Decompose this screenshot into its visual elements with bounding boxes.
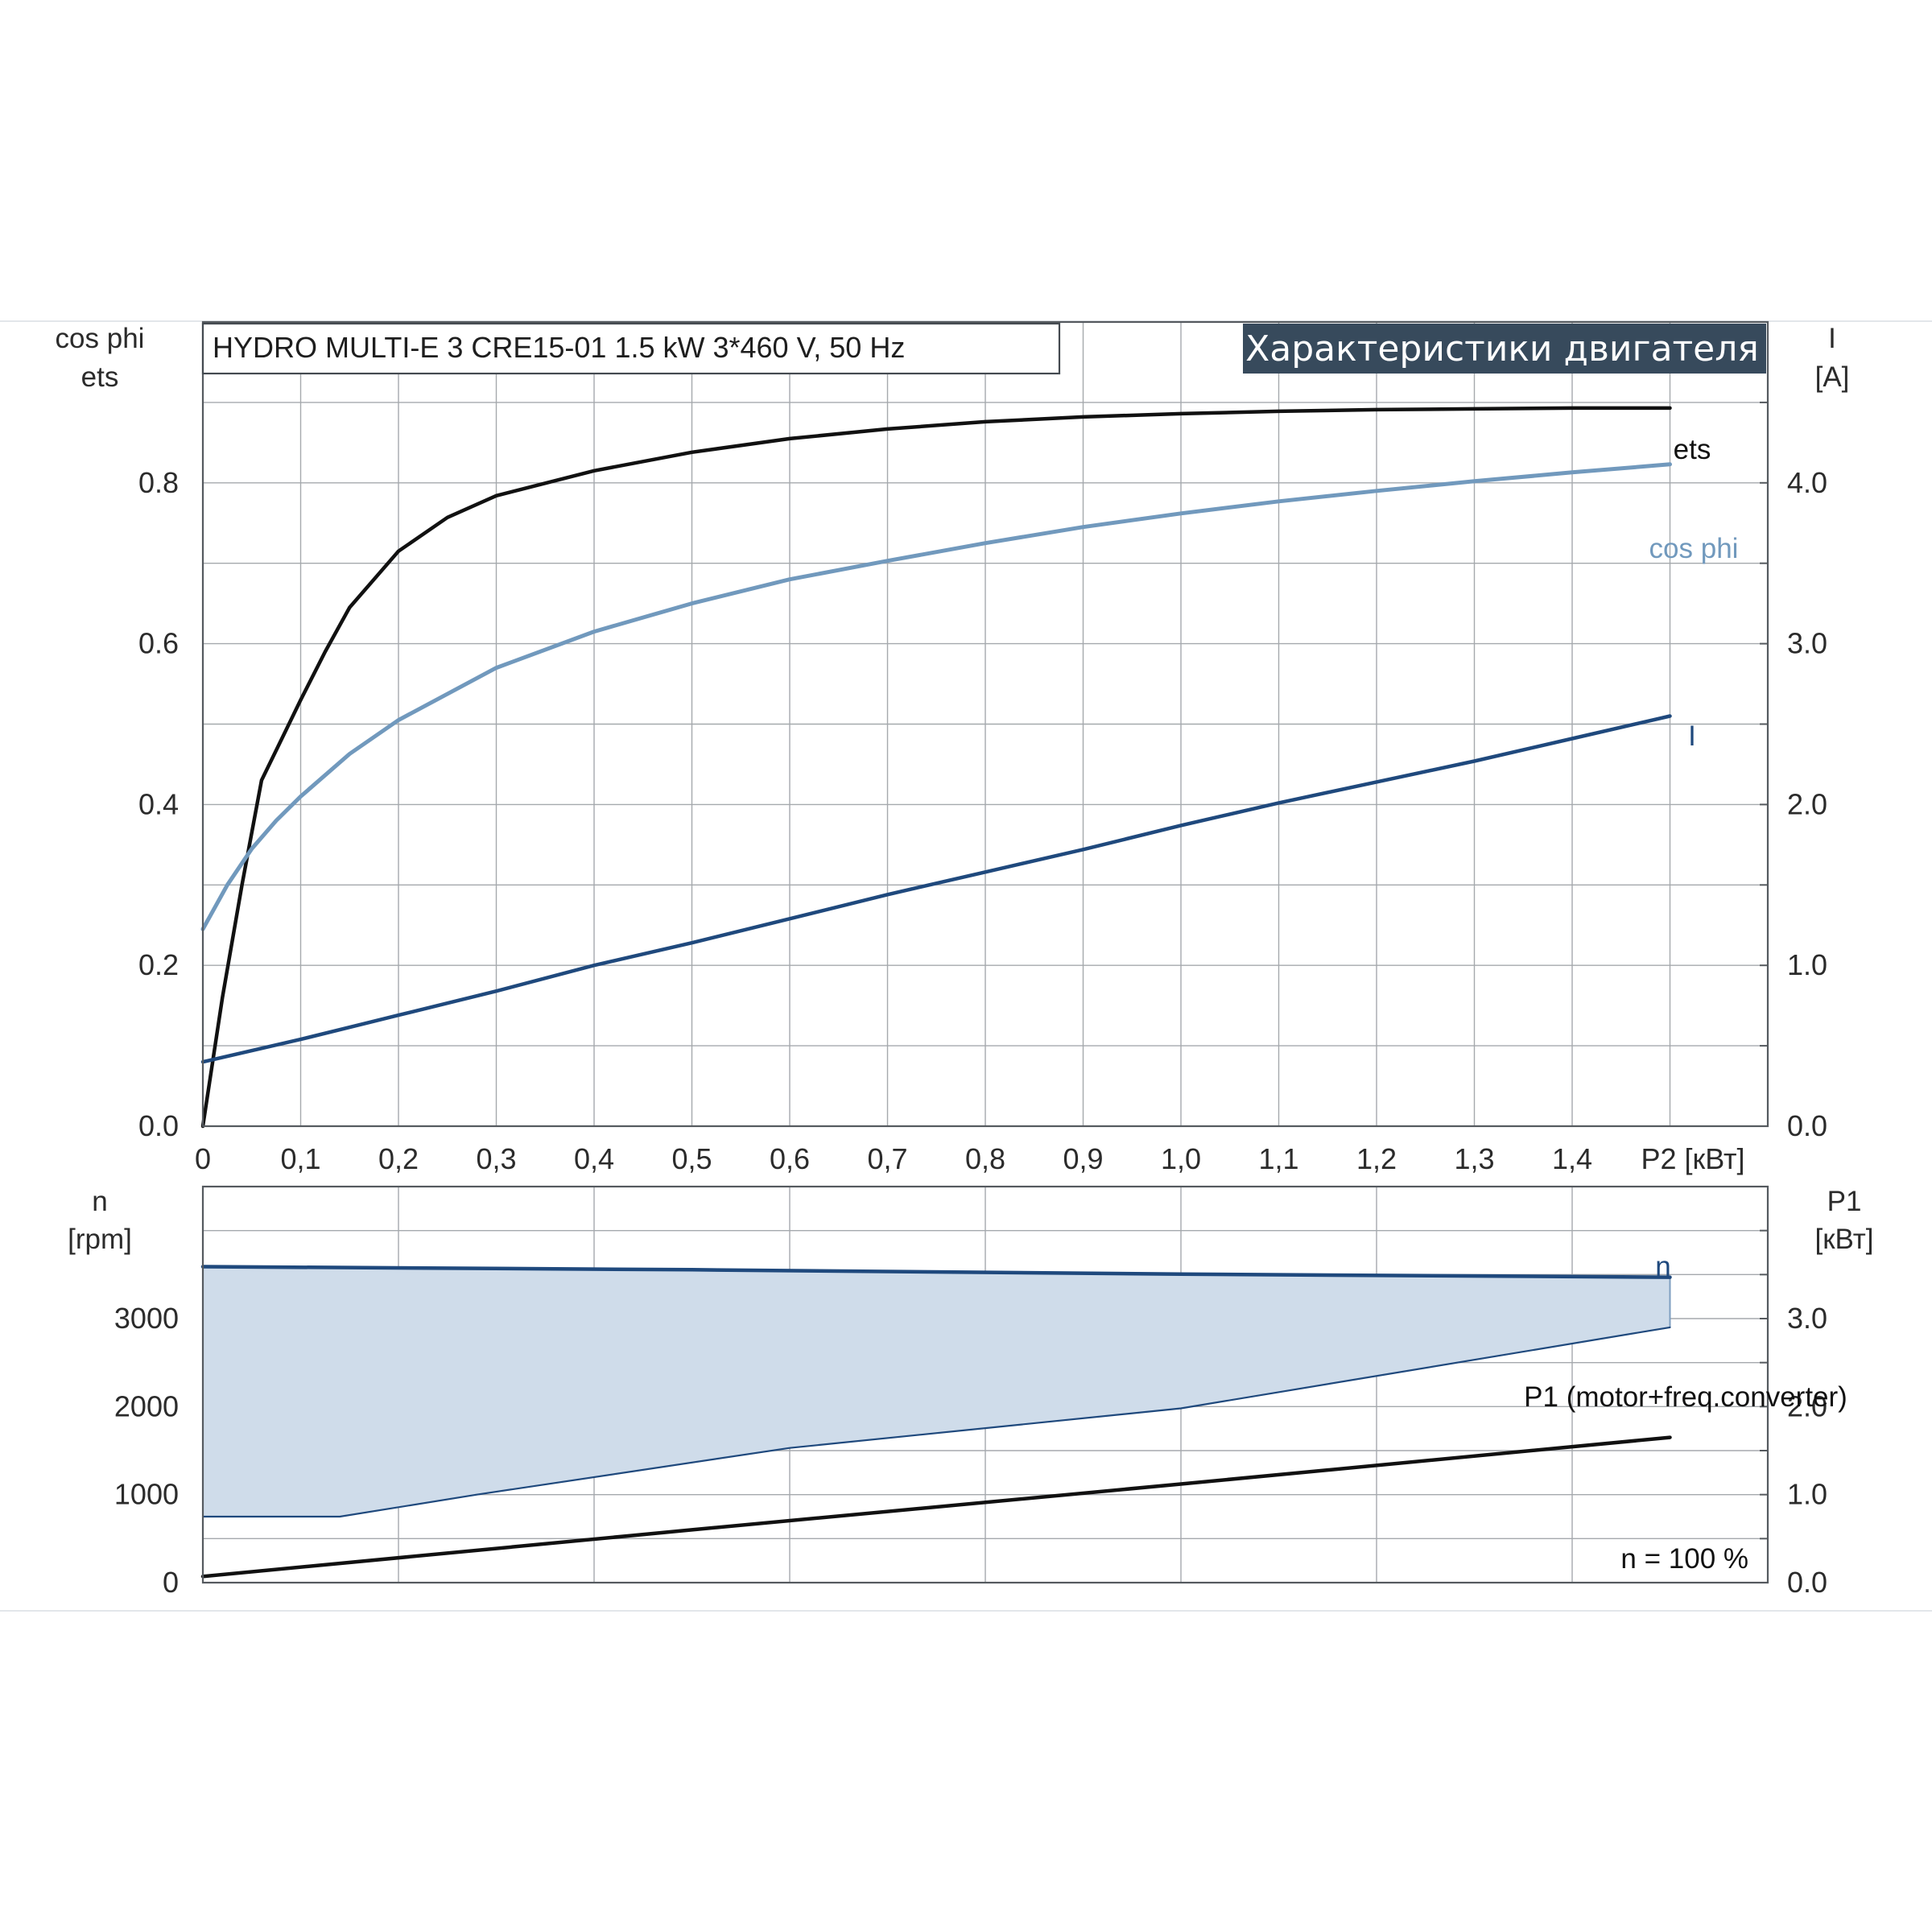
top-left-y-tick-labels: 0.0 0.2 0.4 0.6 0.8: [138, 466, 179, 1142]
title-box: [1243, 324, 1766, 374]
series-label-current: I: [1688, 720, 1696, 752]
bottom-right-axis-title-unit: [кВт]: [1815, 1224, 1874, 1255]
speed-annotation: n = 100 %: [1620, 1543, 1748, 1575]
bottom-left-y-tick-label: 1000: [114, 1478, 179, 1511]
bottom-left-y-tick-label: 3000: [114, 1302, 179, 1335]
top-x-tick-label: 1,3: [1454, 1142, 1494, 1175]
top-x-tick-label: 0,8: [965, 1142, 1005, 1175]
top-left-axis-title-cosphi: cos phi: [56, 323, 145, 354]
top-chart-frame: [201, 320, 1769, 1128]
series-line-i: [200, 714, 1672, 1064]
top-left-y-tick-label: 0.4: [138, 787, 179, 820]
chart-title: Характеристики двигателя: [1245, 328, 1759, 369]
top-left-axis-title-ets: ets: [81, 361, 119, 393]
bottom-left-y-tick-label: 0: [163, 1566, 179, 1599]
top-x-tick-label: 1,2: [1356, 1142, 1397, 1175]
top-right-y-tick-label: 4.0: [1787, 466, 1827, 499]
series-label-p1: P1 (motor+freq.converter): [1524, 1381, 1847, 1413]
top-left-y-tick-label: 0.8: [138, 466, 179, 499]
bottom-left-y-tick-label: 2000: [114, 1389, 179, 1422]
top-right-y-tick-label: 0.0: [1787, 1109, 1827, 1142]
top-right-y-tick-label: 1.0: [1787, 948, 1827, 981]
bottom-chart-series: [200, 1265, 1672, 1579]
top-x-tick-label: 1,1: [1258, 1142, 1298, 1175]
bottom-right-axis-title-p1: P1: [1827, 1186, 1862, 1217]
bottom-chart-frame: [201, 1185, 1769, 1584]
subtitle-box: [201, 322, 1061, 375]
speed-range-area: [203, 1266, 1670, 1517]
bottom-right-y-tick-label: 0.0: [1787, 1566, 1827, 1599]
series-line-n-min: [201, 1326, 1671, 1518]
top-chart-series: [200, 406, 1672, 1129]
top-x-axis-label: P2 [кВт]: [1641, 1142, 1744, 1175]
top-right-y-tick-label: 3.0: [1787, 627, 1827, 660]
top-x-tick-label: 1,0: [1161, 1142, 1201, 1175]
top-left-y-tick-label: 0.2: [138, 948, 179, 981]
top-x-tick-label: 0,9: [1063, 1142, 1103, 1175]
bottom-left-axis-title-n: n: [92, 1186, 107, 1217]
top-x-tick-label: 0,4: [574, 1142, 614, 1175]
bottom-left-y-tick-labels: 0 1000 2000 3000: [114, 1302, 179, 1599]
bottom-right-y-tick-label: 2.0: [1787, 1389, 1827, 1422]
top-x-tick-label: 0,1: [280, 1142, 320, 1175]
series-line-p1: [200, 1435, 1672, 1579]
bottom-right-y-tick-label: 3.0: [1787, 1302, 1827, 1335]
top-x-tick-label: 0,7: [867, 1142, 907, 1175]
top-chart-grid: [203, 322, 1768, 1126]
bottom-right-y-tick-labels: 0.0 1.0 2.0 3.0: [1787, 1302, 1827, 1599]
top-right-axis-title-i: I: [1828, 323, 1836, 354]
series-label-speed: n: [1655, 1251, 1670, 1282]
bottom-chart-area: [203, 1266, 1671, 1517]
top-x-tick-label: 0,3: [476, 1142, 516, 1175]
top-x-tick-label: 0,6: [770, 1142, 810, 1175]
speed-power-chart: 0 1000 2000 3000 0.0 1.0 2.0 3.0 n [rpm] P1 [к…: [68, 1185, 1874, 1599]
top-x-tick-label: 0: [195, 1142, 211, 1175]
series-label-cosphi: cos phi: [1649, 533, 1739, 564]
top-right-y-tick-label: 2.0: [1787, 787, 1827, 820]
top-right-axis-title-unit: [A]: [1815, 361, 1850, 393]
top-x-tick-label: 0,5: [671, 1142, 712, 1175]
top-left-y-tick-label: 0.0: [138, 1109, 179, 1142]
top-right-y-tick-labels: 0.0 1.0 2.0 3.0 4.0: [1787, 466, 1827, 1142]
bottom-right-y-tick-label: 1.0: [1787, 1478, 1827, 1511]
series-line-n-max: [200, 1265, 1672, 1279]
motor-curves-chart: 0 0,1 0,2 0,3 0,4 0,5 0,6 0,7 0,8 0,9 1,0 1,1 1,2 1,3…: [56, 320, 1850, 1175]
top-left-y-tick-label: 0.6: [138, 627, 179, 660]
top-x-tick-label: 0,2: [378, 1142, 419, 1175]
top-x-tick-label: 1,4: [1552, 1142, 1592, 1175]
series-line-cos-phi: [200, 462, 1672, 931]
bottom-left-axis-title-rpm: [rpm]: [68, 1224, 132, 1255]
top-x-tick-labels: 0 0,1 0,2 0,3 0,4 0,5 0,6 0,7 0,8 0,9 1,0 1,1 1,2 1,3…: [195, 1142, 1592, 1175]
series-line-ets: [200, 406, 1672, 1129]
chart-subtitle: HYDRO MULTI-E 3 CRE15-01 1.5 kW 3*460 V,…: [213, 331, 905, 364]
series-label-ets: ets: [1674, 434, 1711, 465]
